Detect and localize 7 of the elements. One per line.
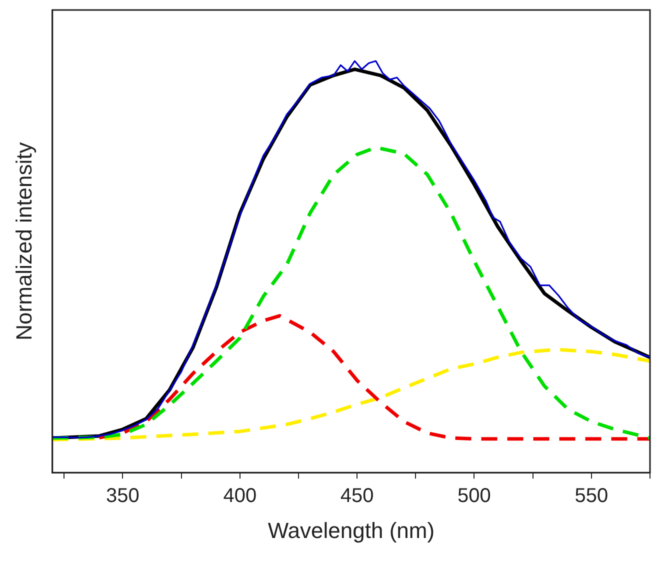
x-axis-title: Wavelength (nm): [268, 518, 435, 543]
x-tick-label: 400: [223, 485, 257, 508]
y-axis-title: Normalized intensity: [11, 142, 36, 340]
x-tick-label: 450: [340, 485, 374, 508]
x-tick-label: 550: [574, 485, 608, 508]
x-tick-label: 350: [106, 485, 140, 508]
x-tick-label: 500: [458, 485, 491, 508]
